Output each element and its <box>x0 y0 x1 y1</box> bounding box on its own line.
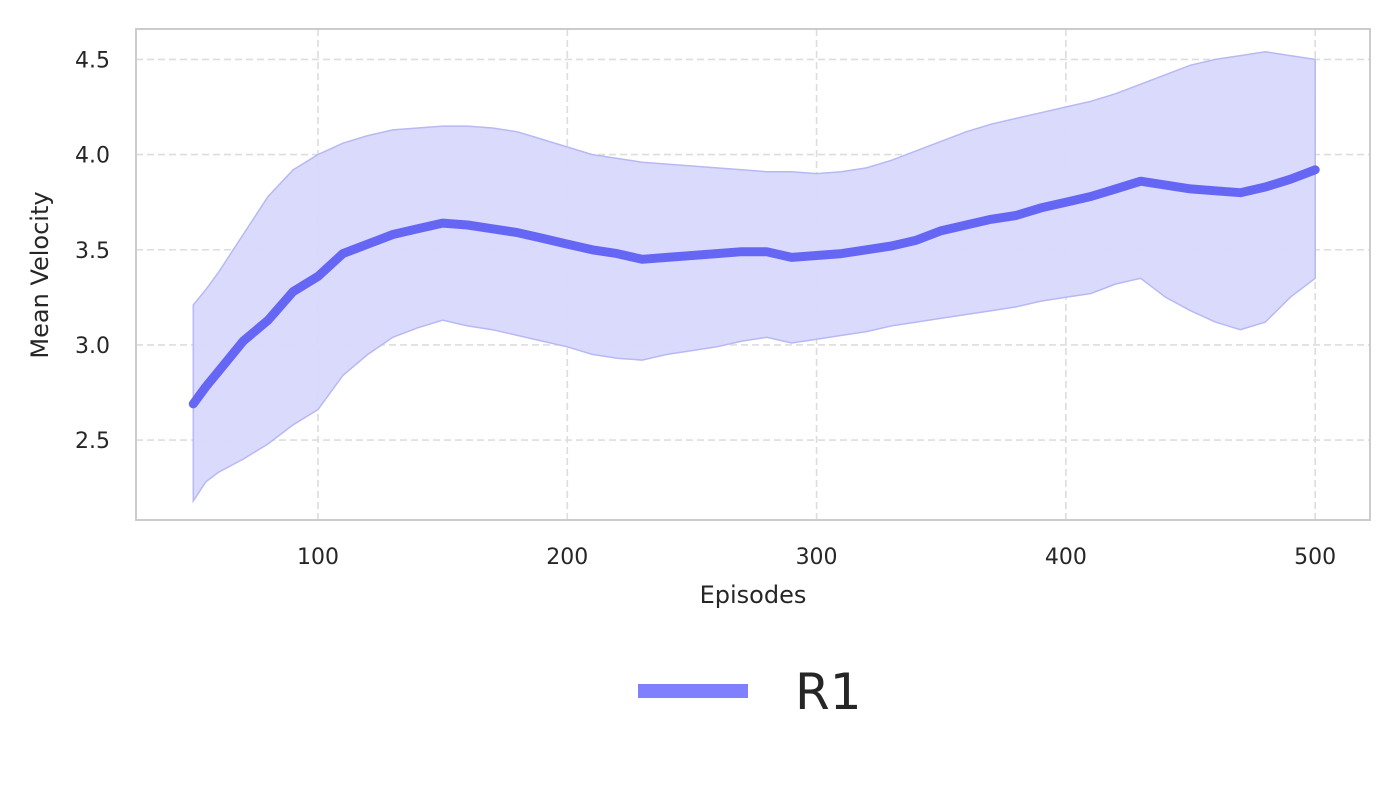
y-tick-label: 2.5 <box>75 429 110 454</box>
y-tick-label: 3.5 <box>75 239 110 264</box>
x-axis-label: Episodes <box>700 581 807 609</box>
x-tick-label: 100 <box>297 545 339 570</box>
plot-frame <box>135 28 1371 521</box>
legend-label-r1: R1 <box>795 663 862 721</box>
confidence-band <box>192 51 1316 504</box>
x-tick-label: 400 <box>1045 545 1087 570</box>
y-axis-label: Mean Velocity <box>26 191 54 358</box>
series-lines <box>188 165 1320 409</box>
x-tick-label: 300 <box>796 545 838 570</box>
series-line-r1 <box>188 165 1320 409</box>
y-tick-labels: 2.5 3.0 3.5 4.0 4.5 <box>75 48 110 454</box>
x-tick-label: 500 <box>1294 545 1336 570</box>
legend: R1 <box>638 663 862 721</box>
x-tick-label: 200 <box>546 545 588 570</box>
y-tick-label: 4.0 <box>75 144 110 169</box>
y-tick-label: 3.0 <box>75 334 110 359</box>
series-band-r1 <box>192 51 1316 504</box>
y-tick-label: 4.5 <box>75 48 110 73</box>
x-tick-labels: 100 200 300 400 500 <box>297 545 1336 570</box>
